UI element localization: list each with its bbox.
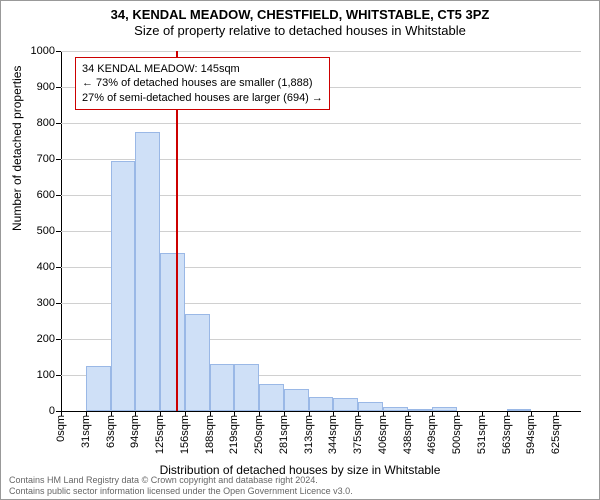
histogram-bar [135, 132, 160, 411]
y-tick-label: 900 [37, 81, 55, 93]
annotation-line: ← 73% of detached houses are smaller (1,… [82, 76, 323, 90]
footer-line: Contains public sector information licen… [9, 486, 353, 497]
footer-line: Contains HM Land Registry data © Crown c… [9, 475, 353, 486]
x-tick-label: 375sqm [352, 415, 364, 454]
y-tick-label: 800 [37, 117, 55, 129]
x-tick-label: 531sqm [476, 415, 488, 454]
y-tick-label: 700 [37, 153, 55, 165]
histogram-bar [210, 364, 235, 411]
footer-attribution: Contains HM Land Registry data © Crown c… [9, 475, 353, 497]
histogram-bar [160, 253, 185, 411]
x-tick-label: 125sqm [154, 415, 166, 454]
histogram-bar [234, 364, 259, 411]
y-tick-mark [56, 159, 61, 160]
gridline [61, 51, 581, 52]
y-tick-mark [56, 375, 61, 376]
histogram-bar [86, 366, 111, 411]
histogram-bar [383, 407, 408, 411]
x-tick-label: 563sqm [501, 415, 513, 454]
chart-container: 34, KENDAL MEADOW, CHESTFIELD, WHITSTABL… [0, 0, 600, 500]
histogram-bar [259, 384, 284, 411]
y-tick-label: 300 [37, 297, 55, 309]
y-tick-mark [56, 87, 61, 88]
x-tick-label: 219sqm [228, 415, 240, 454]
annotation-box: 34 KENDAL MEADOW: 145sqm← 73% of detache… [75, 57, 330, 110]
x-tick-label: 31sqm [80, 415, 92, 448]
y-tick-mark [56, 123, 61, 124]
histogram-bar [358, 402, 383, 411]
annotation-line: 27% of semi-detached houses are larger (… [82, 91, 323, 105]
histogram-bar [284, 389, 309, 411]
y-tick-label: 1000 [31, 45, 55, 57]
annotation-line: 34 KENDAL MEADOW: 145sqm [82, 62, 323, 76]
y-tick-mark [56, 267, 61, 268]
histogram-bar [432, 407, 457, 411]
histogram-bar [333, 398, 358, 411]
histogram-bar [185, 314, 210, 411]
x-tick-label: 94sqm [129, 415, 141, 448]
histogram-bar [507, 409, 532, 411]
x-tick-label: 313sqm [303, 415, 315, 454]
y-tick-mark [56, 339, 61, 340]
y-tick-label: 600 [37, 189, 55, 201]
x-tick-label: 188sqm [204, 415, 216, 454]
x-tick-label: 594sqm [525, 415, 537, 454]
chart-subtitle: Size of property relative to detached ho… [1, 23, 599, 38]
y-tick-mark [56, 231, 61, 232]
x-tick-label: 438sqm [402, 415, 414, 454]
plot-area: 010020030040050060070080090010000sqm31sq… [61, 51, 581, 411]
y-axis-label: Number of detached properties [10, 66, 24, 231]
x-tick-label: 469sqm [426, 415, 438, 454]
x-tick-label: 0sqm [55, 415, 67, 442]
x-tick-label: 344sqm [327, 415, 339, 454]
y-tick-label: 500 [37, 225, 55, 237]
y-tick-mark [56, 195, 61, 196]
histogram-bar [408, 409, 433, 411]
x-axis-line [61, 411, 581, 412]
x-tick-label: 156sqm [179, 415, 191, 454]
histogram-bar [111, 161, 136, 411]
histogram-bar [309, 397, 334, 411]
y-tick-label: 200 [37, 333, 55, 345]
y-tick-label: 400 [37, 261, 55, 273]
y-tick-mark [56, 303, 61, 304]
y-tick-mark [56, 51, 61, 52]
y-tick-label: 100 [37, 369, 55, 381]
x-tick-label: 63sqm [105, 415, 117, 448]
x-tick-label: 625sqm [550, 415, 562, 454]
x-tick-label: 406sqm [377, 415, 389, 454]
x-tick-label: 500sqm [451, 415, 463, 454]
gridline [61, 123, 581, 124]
x-tick-label: 281sqm [278, 415, 290, 454]
chart-title: 34, KENDAL MEADOW, CHESTFIELD, WHITSTABL… [1, 7, 599, 22]
x-tick-label: 250sqm [253, 415, 265, 454]
